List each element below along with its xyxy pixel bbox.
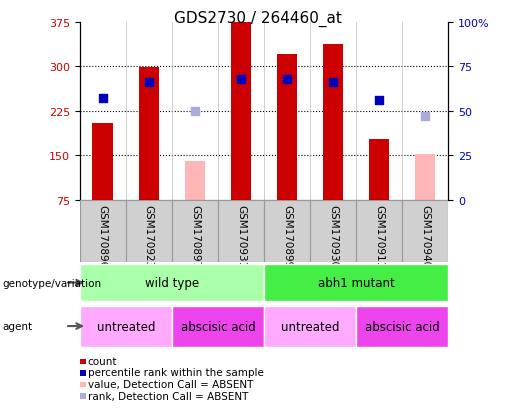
Bar — [231, 23, 251, 200]
Bar — [402, 200, 448, 262]
Text: count: count — [88, 356, 117, 366]
Bar — [356, 306, 448, 347]
Bar — [322, 45, 344, 200]
Bar — [356, 200, 402, 262]
Text: GSM170931: GSM170931 — [236, 204, 246, 268]
Point — [329, 80, 337, 86]
Text: GSM170899: GSM170899 — [282, 204, 292, 268]
Text: GSM170897: GSM170897 — [190, 204, 200, 268]
Text: wild type: wild type — [145, 276, 199, 290]
Point — [421, 114, 429, 120]
Text: GSM170923: GSM170923 — [144, 204, 154, 268]
Text: abscisic acid: abscisic acid — [365, 320, 439, 333]
Text: GDS2730 / 264460_at: GDS2730 / 264460_at — [174, 10, 341, 26]
Text: GSM170896: GSM170896 — [98, 204, 108, 268]
Bar — [277, 55, 297, 200]
Text: untreated: untreated — [97, 320, 155, 333]
Text: untreated: untreated — [281, 320, 339, 333]
Text: rank, Detection Call = ABSENT: rank, Detection Call = ABSENT — [88, 391, 248, 401]
Bar — [126, 200, 172, 262]
Text: GSM170911: GSM170911 — [374, 204, 384, 268]
Bar — [93, 123, 113, 200]
Bar — [80, 264, 264, 301]
Point — [375, 97, 383, 104]
Text: GSM170940: GSM170940 — [420, 204, 430, 268]
Text: value, Detection Call = ABSENT: value, Detection Call = ABSENT — [88, 379, 253, 389]
Text: agent: agent — [3, 321, 32, 331]
Bar — [264, 200, 310, 262]
Bar — [264, 306, 356, 347]
Bar — [172, 306, 264, 347]
Text: GSM170930: GSM170930 — [328, 204, 338, 268]
Text: abh1 mutant: abh1 mutant — [318, 276, 394, 290]
Text: genotype/variation: genotype/variation — [3, 278, 101, 288]
Bar — [80, 200, 126, 262]
Bar — [415, 154, 435, 200]
Bar — [218, 200, 264, 262]
Bar — [310, 200, 356, 262]
Bar — [172, 200, 218, 262]
Text: percentile rank within the sample: percentile rank within the sample — [88, 368, 264, 377]
Bar — [264, 264, 448, 301]
Point — [145, 80, 153, 86]
Bar — [369, 139, 389, 200]
Point — [191, 108, 199, 115]
Text: abscisic acid: abscisic acid — [181, 320, 255, 333]
Bar — [184, 162, 205, 200]
Bar — [139, 68, 159, 200]
Bar — [80, 306, 172, 347]
Point — [237, 76, 245, 83]
Point — [283, 76, 291, 83]
Point — [99, 96, 107, 102]
